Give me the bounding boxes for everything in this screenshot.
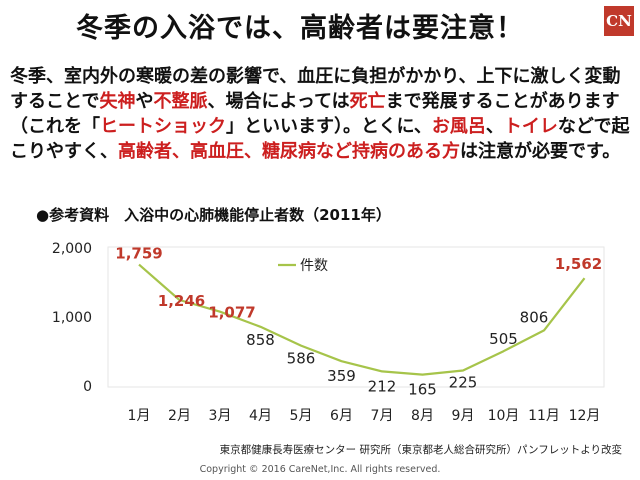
data-label: 1,077 — [208, 304, 255, 322]
y-axis-labels: 0 1,000 2,000 — [52, 241, 92, 395]
highlight-text: 死亡 — [349, 91, 386, 112]
data-label: 1,562 — [555, 255, 602, 273]
data-label: 858 — [246, 331, 275, 349]
x-tick-label: 8月 — [411, 408, 434, 424]
intro-text: や — [135, 91, 154, 112]
x-tick-label: 10月 — [488, 408, 520, 424]
highlight-text: 失神 — [99, 91, 136, 112]
intro-text: 」といいます）。とくに、 — [226, 116, 432, 137]
intro-text: 、 — [485, 116, 504, 137]
series-line — [138, 263, 586, 376]
y-tick-label: 1,000 — [52, 310, 92, 326]
x-tick-label: 2月 — [168, 408, 191, 424]
copyright: Copyright © 2016 CareNet,Inc. All rights… — [199, 464, 441, 475]
data-label: 586 — [287, 350, 316, 368]
data-label: 1,759 — [115, 245, 162, 263]
highlight-text: お風呂 — [431, 116, 486, 137]
x-tick-label: 3月 — [209, 408, 232, 424]
legend: 件数 — [278, 258, 328, 274]
y-tick-label: 0 — [83, 379, 92, 395]
highlight-text: 不整脈 — [153, 91, 208, 112]
intro-text: 、場合によっては — [207, 91, 350, 112]
x-tick-label: 6月 — [330, 408, 353, 424]
data-label: 505 — [489, 330, 518, 348]
data-label: 212 — [368, 377, 397, 395]
x-tick-label: 7月 — [371, 408, 394, 424]
highlight-text: ヒートショック — [100, 116, 226, 137]
chart-title: ●参考資料 入浴中の心肺機能停止者数（2011年） — [36, 206, 391, 224]
intro-text: 冬季、室内外の寒暖の差の影響で、血圧に負担がかかり、上下に激しく変動することで — [10, 66, 621, 112]
intro-paragraph: 冬季、室内外の寒暖の差の影響で、血圧に負担がかかり、上下に激しく変動することで失… — [10, 64, 632, 164]
x-tick-label: 9月 — [452, 408, 475, 424]
x-tick-label: 11月 — [528, 408, 560, 424]
x-tick-label: 5月 — [290, 408, 313, 424]
x-tick-label: 12月 — [569, 408, 601, 424]
x-tick-label: 1月 — [128, 408, 151, 424]
carenet-logo: CN — [604, 6, 634, 36]
legend-label: 件数 — [300, 258, 328, 274]
data-label: 165 — [408, 381, 437, 399]
highlight-text: トイレ — [503, 116, 558, 137]
intro-text: などで起こりやすく、 — [10, 116, 630, 162]
data-label: 1,246 — [158, 292, 205, 310]
data-label: 359 — [327, 367, 356, 385]
data-label: 806 — [520, 308, 549, 326]
data-label: 225 — [449, 373, 478, 391]
x-tick-label: 4月 — [249, 408, 272, 424]
intro-text: は注意が必要です。 — [460, 141, 621, 162]
page-title: 冬季の入浴では、高齢者は要注意！ — [76, 13, 524, 44]
plot-area-frame — [107, 246, 605, 388]
y-tick-label: 2,000 — [52, 241, 92, 257]
x-axis-labels: 1月 2月 3月 4月 5月 6月 7月 8月 9月 10月 11月 12月 — [128, 408, 601, 424]
source-note: 東京都健康長寿医療センター 研究所（東京都老人総合研究所）パンフレットより改変 — [219, 444, 622, 456]
highlight-text: 高齢者、高血圧、糖尿病など持病のある方 — [118, 141, 460, 162]
intro-text: まで発展することがあります（これを「 — [10, 91, 620, 137]
